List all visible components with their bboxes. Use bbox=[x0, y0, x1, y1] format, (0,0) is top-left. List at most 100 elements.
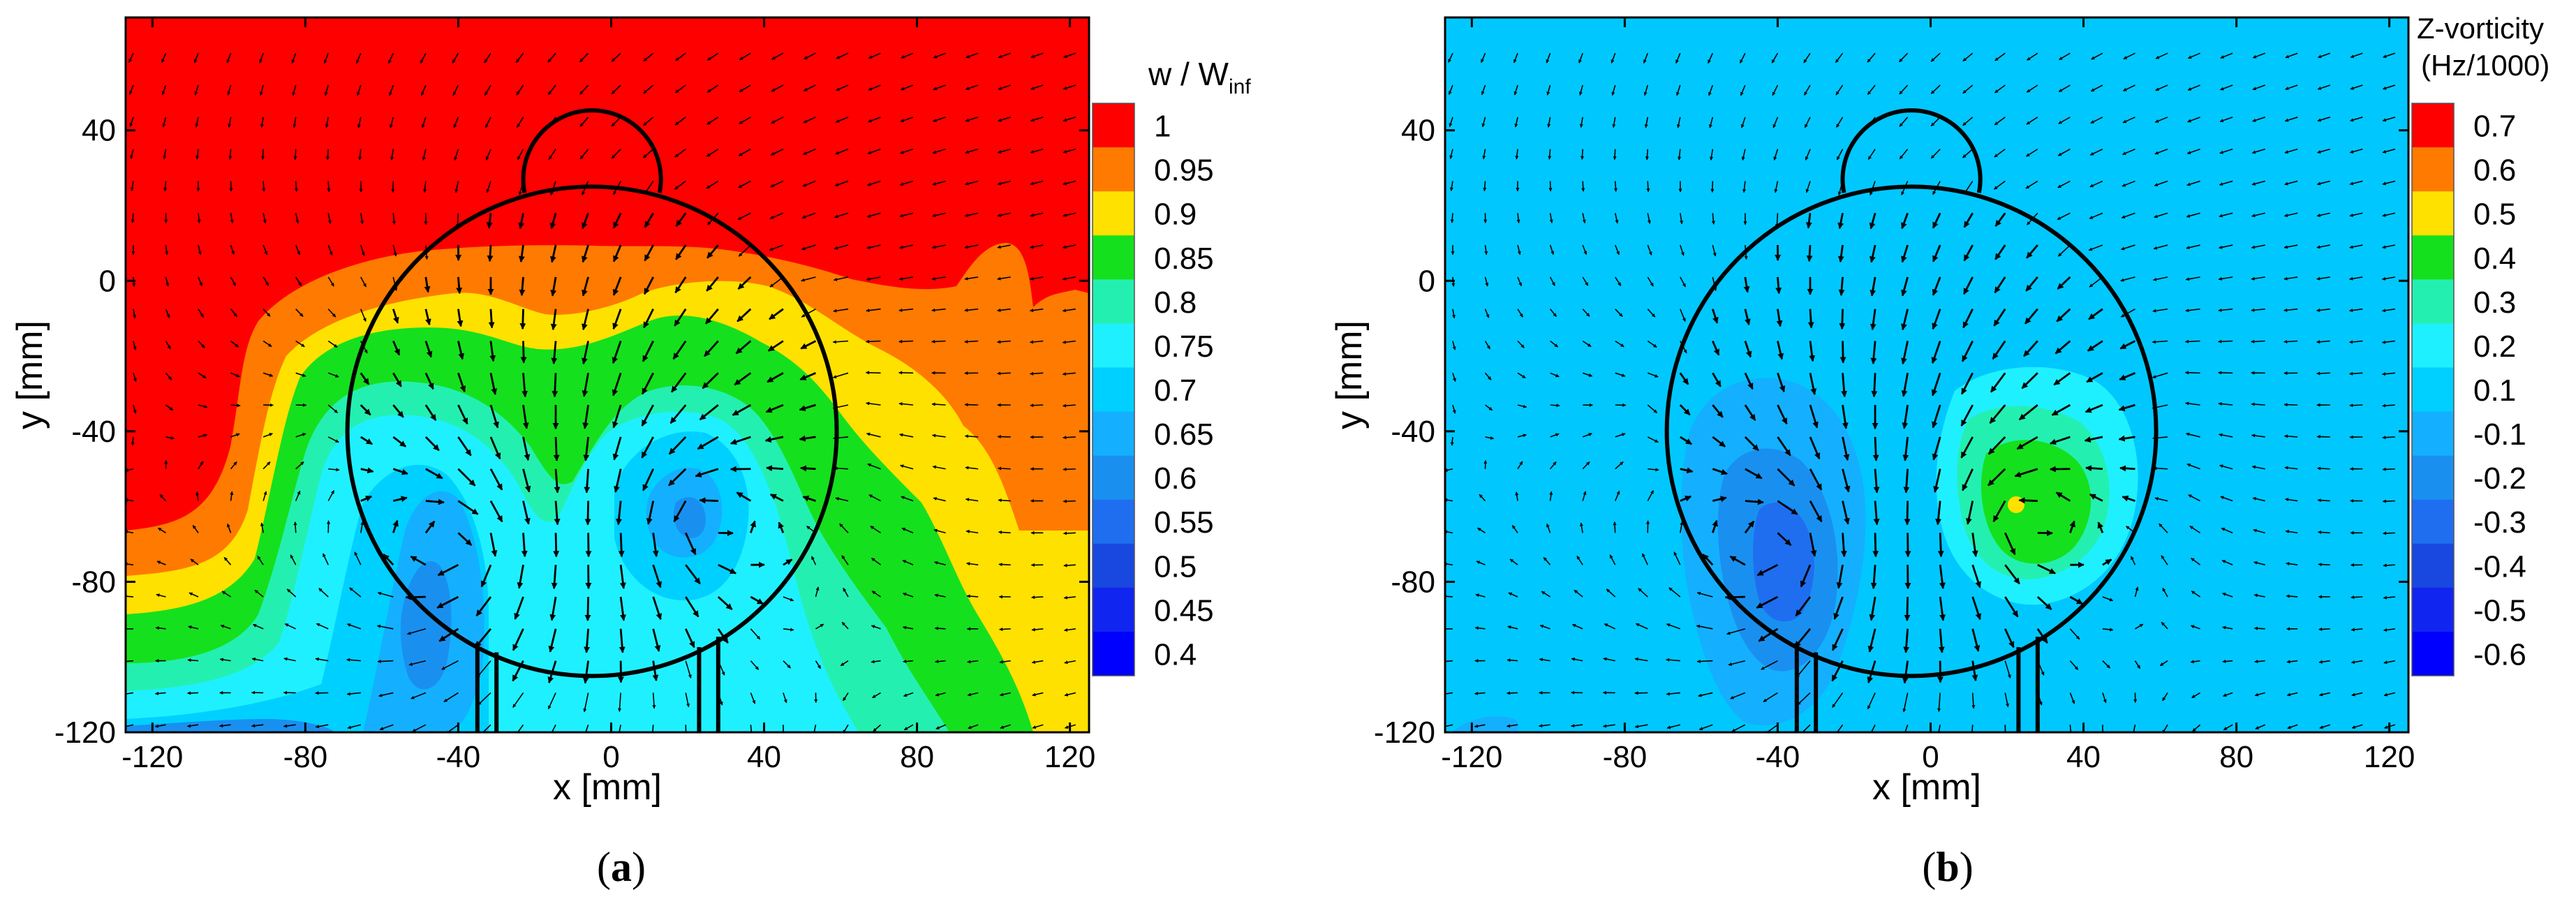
panel-a-xtick-label: -40 bbox=[436, 740, 481, 774]
colorbar-b-swatch bbox=[2412, 279, 2454, 324]
panel-b-vector bbox=[2383, 501, 2395, 502]
colorbar-b-swatch bbox=[2412, 412, 2454, 457]
panel-a-vector bbox=[998, 468, 1011, 469]
panel-b-vector bbox=[1615, 181, 1616, 191]
colorbar-b-level-label: 0.3 bbox=[2473, 286, 2516, 320]
panel-a-vector bbox=[262, 149, 263, 160]
panel-b-vector bbox=[1843, 341, 1844, 362]
panel-b-vector bbox=[1940, 533, 1941, 556]
colorbar-b-swatch bbox=[2412, 367, 2454, 412]
colorbar-b-level-label: 0.1 bbox=[2473, 373, 2516, 408]
caption-a: (a) bbox=[597, 844, 646, 890]
panel-a-vector bbox=[295, 149, 296, 160]
panel-b-vector bbox=[1550, 405, 1560, 406]
colorbar-a-level-label: 0.5 bbox=[1154, 549, 1197, 584]
panel-b-vector bbox=[1874, 373, 1875, 397]
panel-a-colorbar: 10.950.90.850.80.750.70.650.60.550.50.45… bbox=[1093, 103, 1214, 676]
colorbar-b-swatch bbox=[2412, 544, 2454, 588]
colorbar-b-level-label: 0.2 bbox=[2473, 329, 2516, 364]
caption-b-close: ) bbox=[1960, 844, 1974, 890]
panel-b-vector bbox=[2317, 436, 2330, 437]
colorbar-b-swatch bbox=[2412, 500, 2454, 545]
panel-a-vector bbox=[588, 597, 589, 621]
colorbar-b-level-label: -0.5 bbox=[2473, 593, 2526, 628]
panel-a-vector bbox=[1030, 405, 1044, 406]
panel-a-vector bbox=[554, 373, 556, 397]
panel-b-vector bbox=[1647, 149, 1648, 160]
colorbar-a-swatch bbox=[1093, 103, 1134, 148]
panel-b-xtick-label: -80 bbox=[1603, 740, 1648, 774]
panel-b-vector bbox=[1635, 692, 1648, 693]
colorbar-b-level-label: -0.6 bbox=[2473, 637, 2526, 672]
panel-a-vector bbox=[378, 661, 393, 662]
panel-a-ytick-label: 0 bbox=[99, 264, 116, 298]
colorbar-b-level-label: 0.5 bbox=[2473, 198, 2516, 232]
panel-b-vector bbox=[1507, 692, 1518, 693]
panel-a-vector bbox=[188, 692, 198, 693]
panel-a-vector bbox=[231, 405, 241, 406]
panel-a-vector bbox=[588, 501, 589, 525]
panel-b-vector bbox=[2154, 468, 2168, 469]
colorbar-a-swatch bbox=[1093, 367, 1134, 412]
colorbar-b-title-line2: (Hz/1000) bbox=[2421, 49, 2549, 82]
panel-a-vector bbox=[1000, 629, 1011, 630]
colorbar-a-level-label: 0.8 bbox=[1154, 286, 1197, 320]
colorbar-a-swatch bbox=[1093, 412, 1134, 457]
colorbar-a-title-main: w / W bbox=[1148, 56, 1229, 92]
panel-b-vector bbox=[1809, 245, 1810, 261]
colorbar-a-swatch bbox=[1093, 632, 1134, 676]
panel-a-vector bbox=[458, 277, 459, 293]
panel-a-vector bbox=[998, 436, 1011, 437]
colorbar-a-level-label: 0.65 bbox=[1154, 417, 1214, 452]
panel-b-vector bbox=[1452, 213, 1453, 223]
contour-pos-0-5 bbox=[2008, 496, 2024, 513]
panel-a-vector bbox=[328, 181, 329, 191]
colorbar-a-level-label: 0.55 bbox=[1154, 505, 1214, 540]
panel-b-vector bbox=[1875, 533, 1876, 556]
panel-b-vector bbox=[2284, 405, 2297, 406]
colorbar-a-swatch bbox=[1093, 235, 1134, 280]
panel-b-vector bbox=[2350, 405, 2363, 406]
colorbar-a-level-label: 0.4 bbox=[1154, 637, 1197, 672]
caption-b: (b) bbox=[1922, 844, 1973, 890]
panel-b-xtick-label: -40 bbox=[1756, 740, 1800, 774]
panel-b-vector bbox=[1726, 597, 1745, 598]
panel-a-vector bbox=[393, 181, 394, 192]
panel-b-ytick-label: 40 bbox=[1401, 114, 1435, 148]
colorbar-a-swatch bbox=[1093, 588, 1134, 632]
panel-b-colorbar: 0.70.60.50.40.30.20.1-0.1-0.2-0.3-0.4-0.… bbox=[2412, 103, 2526, 676]
colorbar-b-swatch bbox=[2412, 456, 2454, 501]
colorbar-a-swatch bbox=[1093, 191, 1134, 236]
panel-a-vector bbox=[1032, 597, 1044, 598]
panel-b-xlabel: x [mm] bbox=[1872, 767, 1981, 808]
panel-b-vector bbox=[1777, 277, 1779, 293]
panel-a-vector bbox=[999, 564, 1011, 565]
panel-b-xtick-label: 120 bbox=[2364, 740, 2415, 774]
panel-b-vector bbox=[2318, 564, 2330, 565]
panel-b-vector bbox=[2254, 628, 2265, 629]
panel-b-vector bbox=[2383, 437, 2395, 438]
panel-b-vector bbox=[1907, 501, 1908, 525]
colorbar-b-title-line1: Z-vorticity bbox=[2417, 12, 2544, 45]
colorbar-b-level-label: -0.4 bbox=[2473, 549, 2526, 584]
panel-b-vector bbox=[2318, 468, 2330, 469]
caption-a-open: ( bbox=[597, 844, 611, 890]
colorbar-a-swatch bbox=[1093, 279, 1134, 324]
panel-b-vector bbox=[2351, 597, 2363, 598]
panel-a-vector bbox=[491, 309, 492, 328]
colorbar-b-swatch bbox=[2412, 191, 2454, 236]
panel-b-vector bbox=[2086, 468, 2103, 469]
colorbar-a-title-sub: inf bbox=[1229, 75, 1251, 98]
panel-a-ytick-label: -120 bbox=[54, 716, 116, 750]
panel-a-ytick-label: 40 bbox=[82, 114, 116, 148]
panel-a-xtick-label: -80 bbox=[283, 740, 328, 774]
panel-b-vector bbox=[1810, 309, 1812, 328]
panel-a-vector bbox=[406, 597, 426, 598]
panel-a-xtick-label: -120 bbox=[121, 740, 183, 774]
colorbar-b-swatch bbox=[2412, 323, 2454, 368]
panel-a-xtick-label: 80 bbox=[900, 740, 934, 774]
colorbar-b-level-label: 0.7 bbox=[2473, 110, 2516, 144]
panel-b-ytick-label: 0 bbox=[1419, 264, 1435, 298]
panel-a-vector bbox=[767, 468, 783, 469]
